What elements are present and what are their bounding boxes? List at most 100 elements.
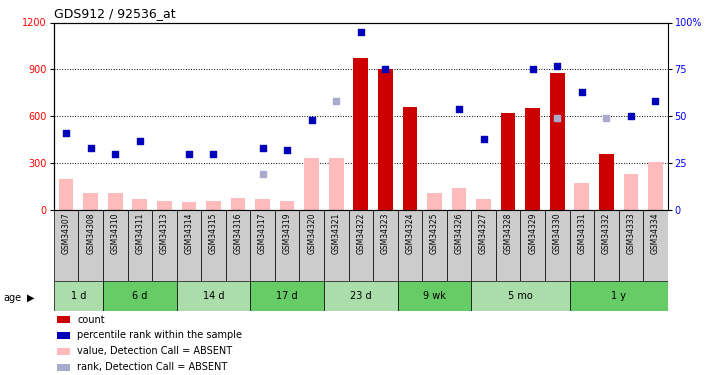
Bar <box>378 90 393 210</box>
Point <box>576 89 587 95</box>
Point <box>85 145 96 151</box>
Point <box>478 136 490 142</box>
Point <box>330 98 342 104</box>
Text: GSM34331: GSM34331 <box>577 212 587 254</box>
Bar <box>54 210 78 281</box>
Bar <box>447 210 471 281</box>
Bar <box>348 210 373 281</box>
Bar <box>275 210 299 281</box>
Text: GSM34313: GSM34313 <box>160 212 169 254</box>
Point <box>600 115 612 121</box>
Text: 17 d: 17 d <box>276 291 298 301</box>
Point <box>355 29 366 35</box>
Point <box>625 113 637 119</box>
Point <box>306 117 317 123</box>
Point <box>134 138 146 144</box>
Bar <box>545 210 569 281</box>
Text: ▶: ▶ <box>27 293 34 303</box>
Bar <box>54 281 103 311</box>
Bar <box>452 188 467 210</box>
Text: GSM34327: GSM34327 <box>479 212 488 254</box>
Text: count: count <box>77 315 105 324</box>
Bar <box>500 113 516 210</box>
Text: 14 d: 14 d <box>202 291 224 301</box>
Bar <box>471 281 569 311</box>
Bar <box>57 316 70 323</box>
Bar <box>57 332 70 339</box>
Bar <box>398 210 422 281</box>
Point <box>551 115 563 121</box>
Bar <box>427 193 442 210</box>
Bar <box>476 199 491 210</box>
Text: GSM34324: GSM34324 <box>406 212 414 254</box>
Bar <box>251 210 275 281</box>
Point <box>453 106 465 112</box>
Bar <box>569 210 594 281</box>
Bar <box>378 69 393 210</box>
Text: 1 d: 1 d <box>70 291 86 301</box>
Point <box>60 130 72 136</box>
Bar <box>324 210 348 281</box>
Bar <box>471 210 496 281</box>
Bar <box>83 193 98 210</box>
Text: age: age <box>4 293 22 303</box>
Bar <box>569 281 668 311</box>
Point <box>257 145 269 151</box>
Bar <box>103 210 128 281</box>
Point <box>650 98 661 104</box>
Text: 6 d: 6 d <box>132 291 147 301</box>
Bar <box>280 201 294 210</box>
Bar <box>599 154 614 210</box>
Bar <box>329 158 344 210</box>
Text: GSM34308: GSM34308 <box>86 212 95 254</box>
Text: 5 mo: 5 mo <box>508 291 533 301</box>
Bar <box>619 210 643 281</box>
Text: GSM34332: GSM34332 <box>602 212 611 254</box>
Text: GSM34323: GSM34323 <box>381 212 390 254</box>
Text: GSM34329: GSM34329 <box>528 212 537 254</box>
Bar <box>59 179 73 210</box>
Bar <box>177 210 201 281</box>
Text: rank, Detection Call = ABSENT: rank, Detection Call = ABSENT <box>77 362 228 372</box>
Bar <box>182 202 196 210</box>
Text: 23 d: 23 d <box>350 291 372 301</box>
Bar <box>128 210 152 281</box>
Text: 1 y: 1 y <box>611 291 626 301</box>
Text: GSM34321: GSM34321 <box>332 212 341 254</box>
Bar <box>422 210 447 281</box>
Bar <box>521 210 545 281</box>
Bar <box>255 199 270 210</box>
Bar <box>526 108 540 210</box>
Text: GSM34333: GSM34333 <box>626 212 635 254</box>
Bar <box>78 210 103 281</box>
Text: GSM34320: GSM34320 <box>307 212 316 254</box>
Text: GSM34319: GSM34319 <box>283 212 292 254</box>
Point <box>183 151 195 157</box>
Bar <box>132 199 147 210</box>
Point <box>527 66 538 72</box>
Bar <box>403 107 417 210</box>
Point <box>380 66 391 72</box>
Bar <box>496 210 521 281</box>
Bar <box>574 183 589 210</box>
Text: GSM34314: GSM34314 <box>185 212 193 254</box>
Text: GSM34330: GSM34330 <box>553 212 561 254</box>
Bar <box>643 210 668 281</box>
Text: GDS912 / 92536_at: GDS912 / 92536_at <box>54 7 175 20</box>
Point <box>281 147 293 153</box>
Point <box>551 63 563 69</box>
Text: GSM34316: GSM34316 <box>233 212 243 254</box>
Bar <box>103 281 177 311</box>
Bar <box>57 348 70 355</box>
Bar <box>225 210 251 281</box>
Text: GSM34315: GSM34315 <box>209 212 218 254</box>
Bar <box>299 210 324 281</box>
Text: GSM34322: GSM34322 <box>356 212 365 254</box>
Bar <box>324 281 398 311</box>
Point <box>109 151 121 157</box>
Text: GSM34334: GSM34334 <box>651 212 660 254</box>
Bar <box>550 72 564 210</box>
Bar <box>251 281 324 311</box>
Text: value, Detection Call = ABSENT: value, Detection Call = ABSENT <box>77 346 233 356</box>
Point <box>257 171 269 177</box>
